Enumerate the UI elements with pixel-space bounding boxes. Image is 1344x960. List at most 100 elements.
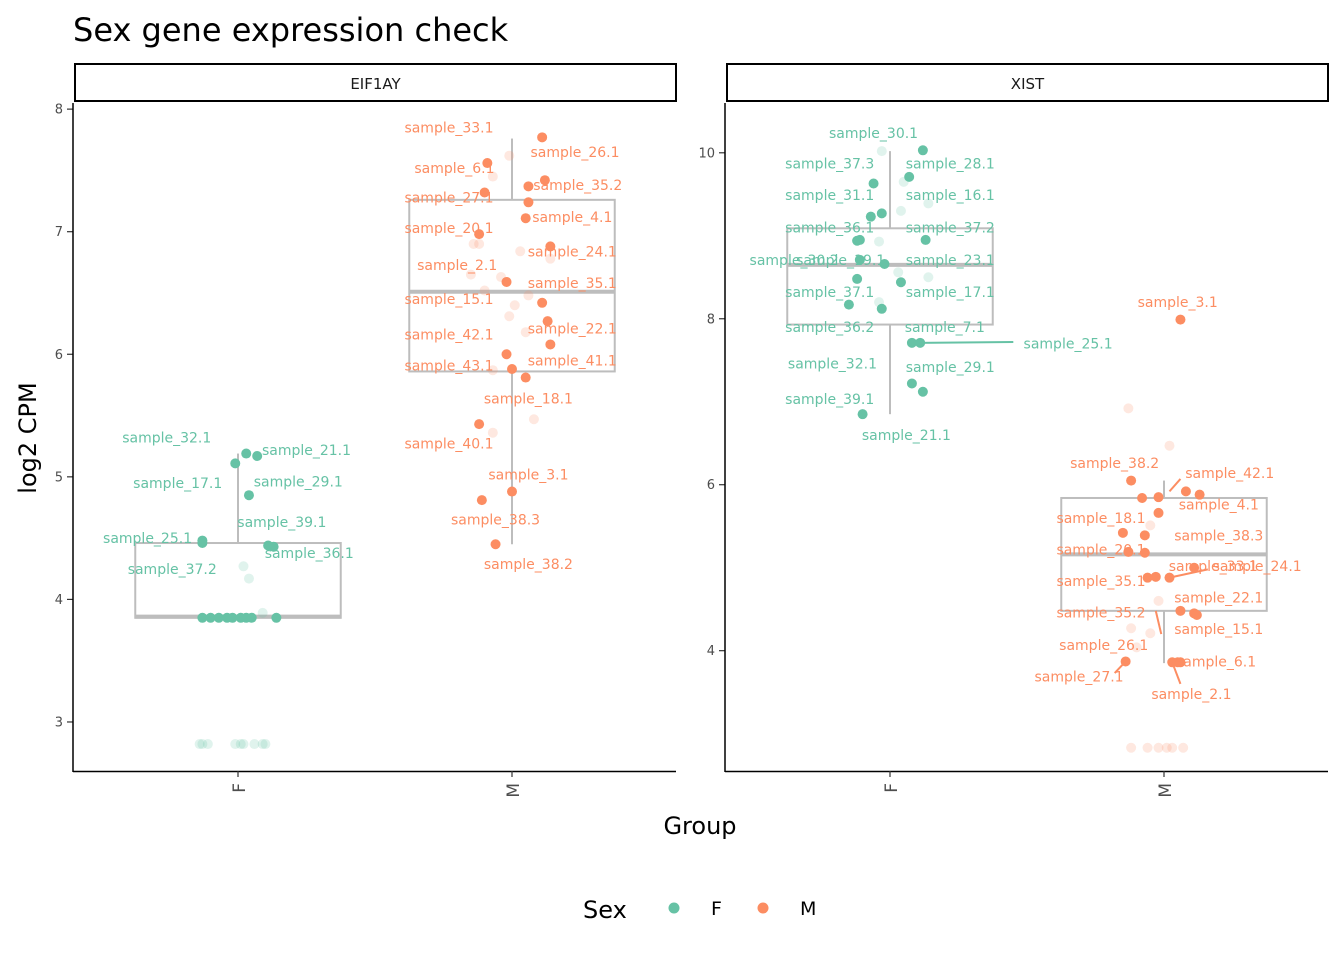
point-label: sample_29.1	[906, 360, 995, 376]
point	[1189, 562, 1200, 573]
point-label: sample_35.1	[528, 276, 617, 292]
points	[843, 145, 1205, 753]
strip-label: EIF1AY	[350, 75, 401, 93]
point-label: sample_4.1	[532, 210, 612, 226]
point-faint	[515, 246, 526, 257]
point	[1164, 572, 1175, 583]
point	[1139, 530, 1150, 541]
point-label: sample_36.1	[265, 546, 354, 562]
point-label: sample_37.2	[906, 220, 995, 236]
y-tick-label: 8	[707, 312, 715, 327]
point-label: sample_35.2	[533, 178, 622, 194]
point	[482, 158, 493, 169]
point	[1139, 547, 1150, 558]
point-faint	[504, 150, 515, 161]
point-label: sample_30.2	[750, 253, 839, 269]
point-faint	[1142, 742, 1153, 753]
y-ticks: 3 4 5 6 7 8	[55, 103, 73, 730]
point-label: sample_16.1	[906, 188, 995, 204]
legend-title: Sex	[583, 896, 627, 924]
legend-label-f: F	[711, 898, 722, 920]
point-faint	[520, 327, 531, 338]
point	[1123, 546, 1134, 557]
point	[476, 495, 487, 506]
point	[852, 273, 863, 284]
point-faint	[504, 311, 515, 322]
boxplots	[786, 151, 1268, 664]
point-label: sample_39.1	[785, 392, 874, 408]
point-label: sample_15.1	[1174, 622, 1263, 638]
point	[876, 303, 887, 314]
point-label: sample_38.3	[451, 513, 540, 529]
point	[1120, 656, 1131, 667]
legend-label-m: M	[800, 898, 816, 920]
point-label: sample_36.1	[785, 220, 874, 236]
point	[915, 337, 926, 348]
point	[1117, 527, 1128, 538]
point	[241, 448, 252, 459]
point-label: sample_41.1	[528, 353, 617, 369]
point-faint	[487, 171, 498, 182]
point-label: sample_42.1	[1185, 466, 1274, 482]
point-label: sample_7.1	[905, 320, 985, 336]
point	[213, 612, 224, 623]
y-tick-label: 5	[55, 470, 63, 485]
point-label: sample_35.2	[1056, 606, 1145, 622]
point-label: sample_39.1	[237, 515, 326, 531]
point-faint	[235, 739, 246, 750]
point	[1142, 572, 1153, 583]
point-label: sample_33.1	[1169, 559, 1258, 575]
point	[523, 181, 534, 192]
point-faint	[202, 739, 213, 750]
point-faint	[874, 297, 885, 308]
point-faint	[468, 238, 479, 249]
point	[1175, 605, 1186, 616]
point-faint	[923, 198, 934, 209]
point	[1180, 486, 1191, 497]
point-faint	[487, 427, 498, 438]
point-label: sample_40.1	[404, 437, 493, 453]
point-label: sample_17.1	[133, 476, 222, 492]
chart-title: Sex gene expression check	[73, 11, 509, 49]
y-tick-label: 6	[55, 348, 63, 363]
y-tick-label: 10	[698, 146, 715, 161]
point	[490, 539, 501, 550]
point	[895, 277, 906, 288]
y-tick-label: 8	[55, 103, 63, 118]
point-faint	[523, 290, 534, 301]
y-tick-label: 6	[707, 478, 715, 493]
point	[479, 187, 490, 198]
leader-line	[920, 340, 1014, 344]
point-faint	[257, 739, 268, 750]
point-label: sample_27.1	[404, 190, 493, 206]
point-faint	[1145, 520, 1156, 531]
point-label: sample_38.2	[1070, 456, 1159, 472]
point-label: sample_20.1	[1056, 542, 1145, 558]
point	[852, 235, 863, 246]
point	[1137, 492, 1148, 503]
point-faint	[260, 739, 271, 750]
point	[537, 132, 548, 143]
point-faint	[1153, 595, 1164, 606]
point-faint	[465, 269, 476, 280]
point-faint	[243, 573, 254, 584]
point-label: sample_25.1	[103, 531, 192, 547]
point	[906, 378, 917, 389]
point-faint	[923, 272, 934, 283]
point-faint	[1153, 742, 1164, 753]
point-faint	[1178, 742, 1189, 753]
point-label: sample_22.1	[1174, 591, 1263, 607]
point-faint	[230, 739, 241, 750]
y-tick-label: 4	[55, 593, 63, 608]
point-labels: sample_32.1 sample_21.1 sample_17.1 sample_…	[103, 121, 622, 578]
point	[537, 297, 548, 308]
point-label: sample_38.3	[1174, 528, 1263, 544]
point-label: sample_27.1	[1035, 669, 1124, 685]
point-faint	[1126, 623, 1137, 634]
box-F	[786, 227, 994, 326]
point	[876, 208, 887, 219]
point	[857, 409, 868, 420]
strip-box	[726, 63, 1329, 102]
point-label: sample_18.1	[484, 391, 573, 407]
